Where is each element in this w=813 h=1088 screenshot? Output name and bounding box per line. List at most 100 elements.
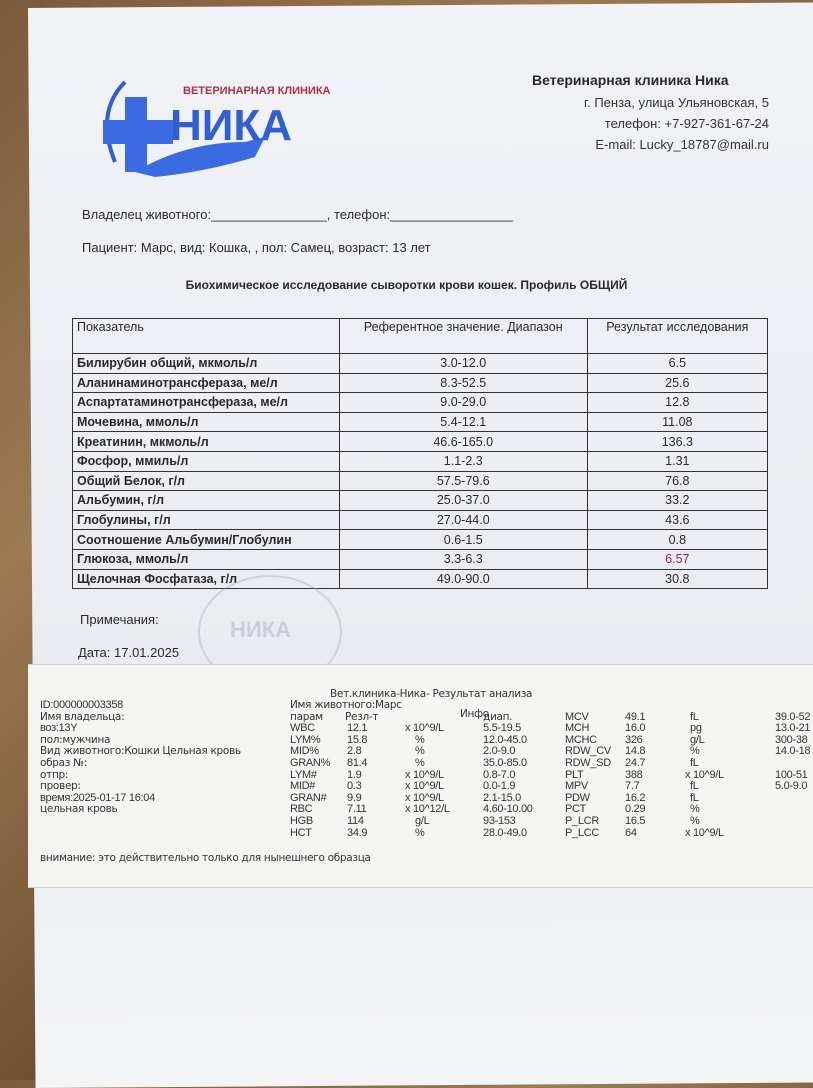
table-row: Альбумин, г/л 25.0-37.0 33.2 xyxy=(72,490,769,511)
clinic-logo: ВЕТЕРИНАРНАЯ КЛИНИКА НИКА xyxy=(103,80,331,177)
cbc-range: 39.0-52 xyxy=(775,710,811,723)
cell-indicator: Общий Белок, г/л xyxy=(72,470,340,492)
cbc-value: 0.3 xyxy=(347,780,362,793)
col-param: парам xyxy=(290,710,323,723)
cbc-unit: x 10^9/L xyxy=(405,768,444,781)
table-row: Мочевина, ммоль/л 5.4-12.1 11.08 xyxy=(72,411,769,433)
patient-info-line: провер: xyxy=(40,780,81,793)
patient-info-line: образ №: xyxy=(40,757,87,769)
header-result: Результат исследования xyxy=(586,318,769,354)
cell-result: 12.8 xyxy=(586,392,769,413)
table-row: Глюкоза, ммоль/л 3.3-6.3 6.57 xyxy=(72,548,769,570)
analyzer-printout xyxy=(28,664,813,888)
col-info: Инфо xyxy=(460,707,489,720)
cbc-value: 16.5 xyxy=(625,815,646,827)
cbc-unit: fL xyxy=(690,780,699,793)
patient-info-line: пол:мужчина xyxy=(40,733,111,746)
table-row: Фосфор, ммиль/л 1.1-2.3 1.31 xyxy=(72,450,769,472)
table-row: Щелочная Фосфатаза, г/л 49.0-90.0 30.8 xyxy=(72,568,769,590)
cell-result: 43.6 xyxy=(586,509,769,531)
cell-indicator: Глобулины, г/л xyxy=(72,509,340,531)
cbc-param: RDW_CV xyxy=(565,745,611,758)
cell-indicator: Фосфор, ммиль/л xyxy=(72,450,340,472)
cbc-unit: x 10^12/L xyxy=(405,803,450,816)
cell-result: 11.08 xyxy=(586,411,769,433)
biochemistry-table: Показатель Референтное значение. Диапазо… xyxy=(72,318,769,590)
clinic-name: Ветеринарная клиника Ника xyxy=(532,72,729,88)
cell-reference: 3.3-6.3 xyxy=(338,548,588,570)
cbc-unit: x 10^9/L xyxy=(405,722,444,735)
cell-result: 6.5 xyxy=(586,353,769,374)
cbc-unit: % xyxy=(690,803,700,816)
cbc-range: 0.8-7.0 xyxy=(483,768,516,781)
cbc-range: 4.60-10.00 xyxy=(483,803,533,816)
cbc-param: MID% xyxy=(290,745,319,758)
cbc-param: GRAN# xyxy=(290,791,327,804)
cbc-unit: fL xyxy=(690,710,699,723)
clinic-address: г. Пенза, улица Ульяновская, 5 xyxy=(583,95,769,110)
col-range: диап. xyxy=(483,710,513,723)
cbc-value: 326 xyxy=(625,733,643,746)
cell-result: 76.8 xyxy=(586,470,769,492)
cbc-range: 93-153 xyxy=(483,815,516,827)
cbc-unit: fL xyxy=(690,757,699,769)
cbc-unit: pg xyxy=(690,722,702,735)
cbc-unit: fL xyxy=(690,791,699,804)
cell-reference: 46.6-165.0 xyxy=(338,431,588,452)
notes-label: Примечания: xyxy=(80,612,159,627)
cbc-param: MID# xyxy=(290,780,316,793)
cbc-range: 28.0-49.0 xyxy=(483,826,527,839)
patient-info-line: отпр: xyxy=(40,768,69,781)
cell-reference: 57.5-79.6 xyxy=(338,470,588,492)
cbc-param: P_LCC xyxy=(565,826,599,839)
cell-reference: 49.0-90.0 xyxy=(338,568,588,590)
cell-reference: 5.4-12.1 xyxy=(338,411,588,433)
cbc-unit: g/L xyxy=(415,815,430,827)
cbc-param: HGB xyxy=(290,815,313,827)
cbc-param: LYM% xyxy=(290,733,321,746)
cell-result: 33.2 xyxy=(586,490,769,511)
table-row: Билирубин общий, мкмоль/л 3.0-12.0 6.5 xyxy=(72,353,769,374)
cbc-range: 0.0-1.9 xyxy=(483,780,516,793)
cbc-unit: % xyxy=(415,826,425,839)
cbc-value: 64 xyxy=(625,826,637,839)
cbc-value: 12.1 xyxy=(347,722,368,735)
table-row: Аланинаминотрансфераза, ме/л 8.3-52.5 25.6 xyxy=(72,372,769,394)
cbc-value: 388 xyxy=(625,768,643,781)
cbc-param: RDW_SD xyxy=(565,757,611,769)
cell-result: 25.6 xyxy=(586,372,769,394)
cbc-value: 16.0 xyxy=(625,722,646,735)
owner-line: Владелец животного:________________, тел… xyxy=(82,207,514,222)
cbc-range: 2.1-15.0 xyxy=(483,791,521,804)
clinic-phone: телефон: +7-927-361-67-24 xyxy=(604,116,769,131)
patient-info-line: ID:000000003358 xyxy=(40,699,123,711)
table-row: Общий Белок, г/л 57.5-79.6 76.8 xyxy=(72,470,769,492)
printout-header: Вет.клиника-Ника- Результат анализа xyxy=(330,688,533,700)
cell-reference: 0.6-1.5 xyxy=(338,529,588,550)
cbc-param: PLT xyxy=(565,768,584,781)
printout-footer: внимание: это действительно только для н… xyxy=(40,852,371,864)
cbc-param: PDW xyxy=(565,791,590,804)
patient-info-line: время:2025-01-17 16:04 xyxy=(40,791,155,804)
cell-indicator: Аспартатаминотрансфераза, ме/л xyxy=(72,392,340,413)
cell-reference: 25.0-37.0 xyxy=(338,490,588,511)
cbc-value: 24.7 xyxy=(625,757,646,769)
cbc-value: 2.8 xyxy=(347,745,362,758)
cbc-range: 13.0-21 xyxy=(775,722,811,735)
cbc-unit: % xyxy=(415,745,425,758)
cbc-param: LYM# xyxy=(290,768,317,781)
header-indicator: Показатель xyxy=(72,318,340,354)
cbc-range: 5.5-19.5 xyxy=(483,722,521,735)
cbc-param: RBC xyxy=(290,803,313,816)
cbc-unit: % xyxy=(415,733,425,746)
cbc-param: MCHC xyxy=(565,733,597,746)
report-date: Дата: 17.01.2025 xyxy=(78,645,180,660)
patient-info-line: Вид животного:Кошки Цельная кровь xyxy=(40,745,241,758)
patient-info-line: воз:13Y xyxy=(40,722,78,735)
cbc-unit: % xyxy=(690,745,700,758)
cell-result: 6.57 xyxy=(586,548,769,570)
cbc-range: 2.0-9.0 xyxy=(483,745,516,758)
cell-result: 136.3 xyxy=(586,431,769,452)
header-reference: Референтное значение. Диапазон xyxy=(338,318,588,354)
cbc-unit: x 10^9/L xyxy=(685,826,724,839)
